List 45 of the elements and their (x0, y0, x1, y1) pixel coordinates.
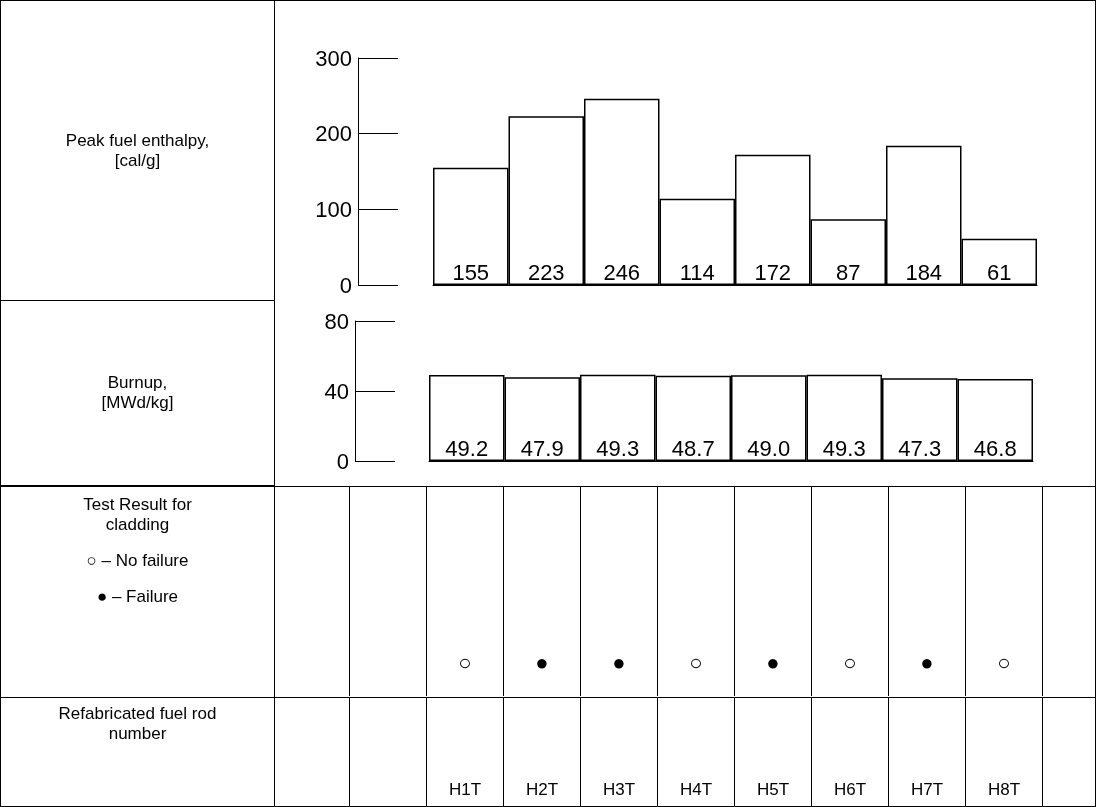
data-label: 46.8 (973, 435, 1017, 461)
y-axis-title: Peak fuel enthalpy, [cal/g] (64, 130, 211, 171)
text: ● (766, 650, 780, 675)
category-label: H8T (987, 780, 1021, 801)
text: ○ (843, 650, 857, 675)
text: ● (612, 650, 626, 675)
data-label: 49.3 (822, 435, 866, 461)
data-label: 49.3 (596, 435, 640, 461)
y-tick-label: 40 (324, 378, 349, 404)
data-label: 184 (905, 259, 943, 285)
category-label: H4T (679, 780, 713, 801)
text: Test Result for cladding (82, 495, 193, 535)
text: ○ (689, 650, 703, 675)
y-tick-label: 200 (315, 121, 352, 147)
category-label: H3T (602, 780, 636, 801)
text: ○ (997, 650, 1011, 675)
data-label: 155 (452, 259, 490, 285)
category-label: H2T (525, 780, 559, 801)
text: Refabricated fuel rod number (57, 704, 218, 744)
data-label: 47.3 (898, 435, 942, 461)
category-label: H1T (448, 780, 482, 801)
text: ● – Failure (95, 587, 180, 607)
data-label: 49.0 (747, 435, 791, 461)
text: ○ – No failure (85, 551, 190, 571)
y-tick-label: 80 (324, 308, 349, 334)
data-label: 87 (836, 259, 861, 285)
data-label: 61 (987, 259, 1012, 285)
data-label: 114 (679, 259, 715, 285)
data-label: 223 (527, 259, 565, 285)
text: ○ (458, 650, 472, 675)
category-label: H6T (833, 780, 867, 801)
data-label: 246 (603, 259, 641, 285)
y-tick-label: 100 (315, 196, 352, 222)
category-label: H5T (756, 780, 790, 801)
text: ● (535, 650, 549, 675)
y-tick-label: 0 (339, 272, 352, 298)
y-tick-label: 0 (336, 448, 349, 474)
data-label: 172 (754, 259, 792, 285)
data-label: 47.9 (520, 435, 564, 461)
text: ● (920, 650, 934, 675)
category-label: H7T (910, 780, 944, 801)
data-label: 49.2 (445, 435, 489, 461)
y-tick-label: 300 (315, 45, 352, 71)
data-label: 48.7 (671, 435, 715, 461)
y-axis-title: Burnup, [MWd/kg] (100, 373, 175, 413)
